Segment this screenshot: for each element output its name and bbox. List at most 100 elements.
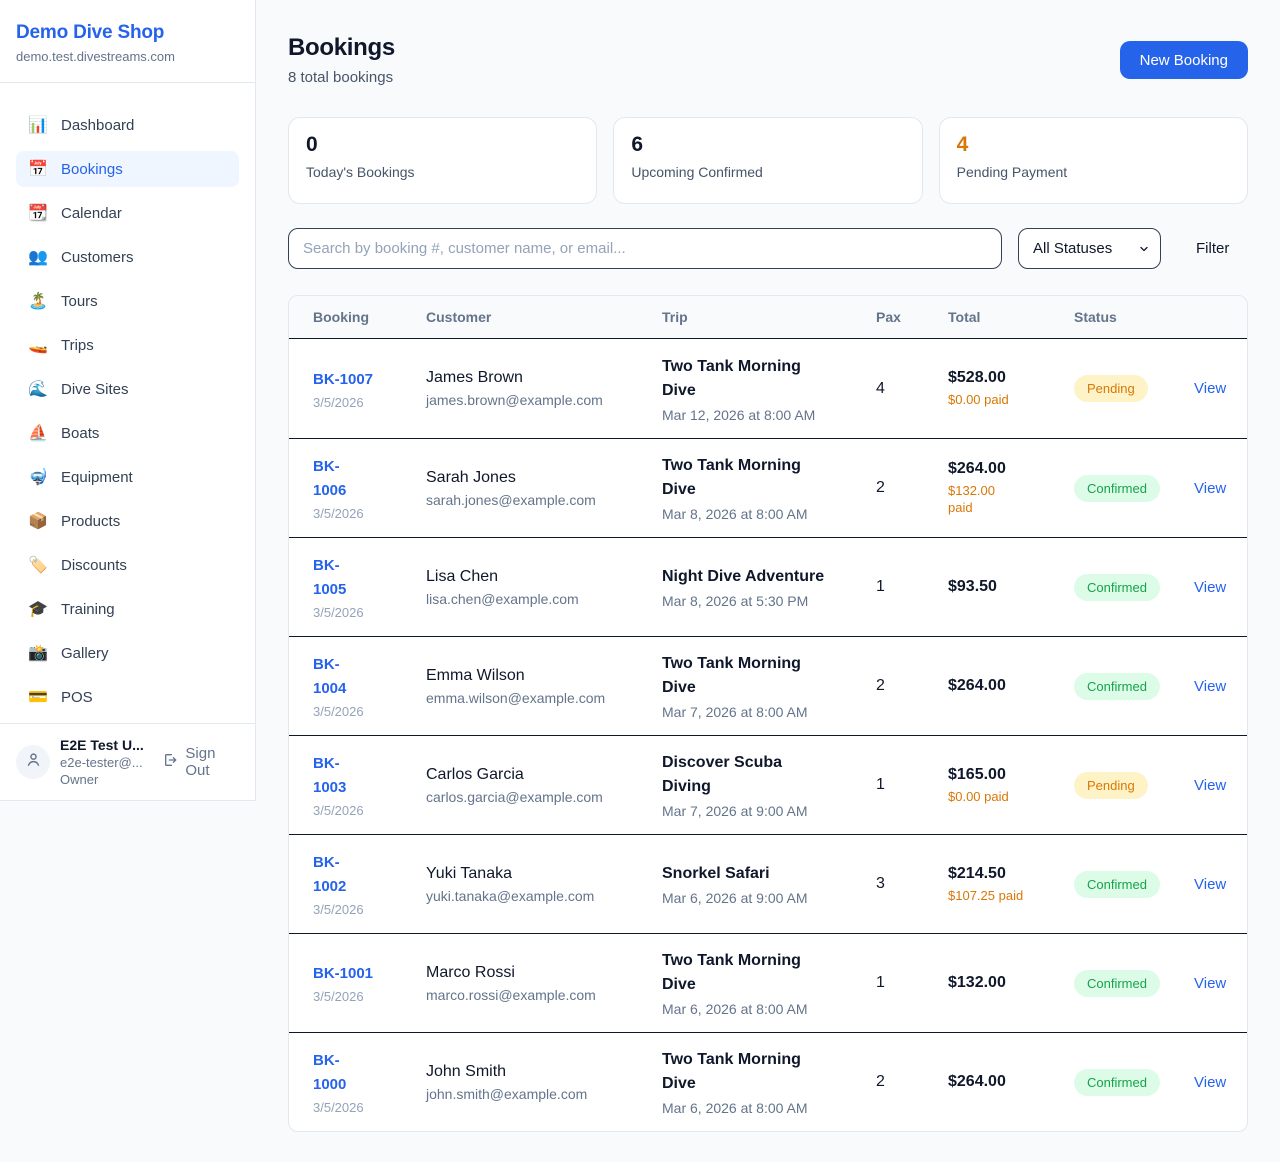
status-select[interactable]: All Statuses [1018,228,1161,269]
search-input[interactable] [288,228,1002,269]
sign-out-button[interactable]: Sign Out [162,745,239,779]
customer-name: Emma Wilson [426,666,525,684]
calendar-icon: 📆 [28,205,48,222]
trip-name: Two Tank Morning Dive [662,1051,801,1092]
sidebar-item-label: Gallery [61,644,109,662]
products-icon: 📦 [28,513,48,530]
stat-value: 4 [956,133,969,156]
column-header-total: Total [948,309,981,325]
booking-link[interactable]: BK- 1006 [313,458,347,499]
view-link[interactable]: View [1194,974,1227,992]
sidebar-nav: 📊 Dashboard 📅 Bookings 📆 Calendar 👥 Cust… [0,83,255,723]
person-icon [25,751,42,773]
sidebar-item-label: POS [61,688,93,706]
stat-value: 0 [306,133,318,156]
booking-date: 3/5/2026 [313,506,364,521]
booking-link[interactable]: BK-1001 [313,965,374,982]
sidebar: Demo Dive Shop demo.test.divestreams.com… [0,0,256,801]
customer-name: Lisa Chen [426,567,499,585]
column-header-booking: Booking [313,309,369,325]
view-link[interactable]: View [1194,479,1227,497]
view-link[interactable]: View [1194,380,1227,397]
sidebar-item-customers[interactable]: 👥 Customers [16,239,239,275]
total-amount: $264.00 [948,460,1006,477]
booking-link[interactable]: BK- 1003 [313,755,347,796]
view-link[interactable]: View [1194,875,1227,893]
trip-name: Night Dive Adventure [662,568,825,585]
user-name: E2E Test U... [60,737,144,753]
table-row: BK-1007 3/5/2026 James Brown james.brown… [289,339,1247,438]
sidebar-item-products[interactable]: 📦 Products [16,503,239,539]
booking-date: 3/5/2026 [313,605,364,620]
sidebar-item-label: Trips [61,336,94,354]
trip-name: Two Tank Morning Dive [662,952,801,993]
sidebar-item-label: Dashboard [61,116,135,134]
booking-link[interactable]: BK- 1004 [313,656,347,697]
total-amount: $214.50 [948,864,1006,882]
sidebar-item-label: Customers [61,248,134,266]
sidebar-item-label: Equipment [61,468,133,486]
sidebar-item-gallery[interactable]: 📸 Gallery [16,635,239,671]
pax-value: 2 [876,479,885,496]
boats-icon: ⛵ [28,425,48,442]
column-header-customer: Customer [426,309,492,325]
sidebar-item-discounts[interactable]: 🏷️ Discounts [16,547,239,583]
booking-date: 3/5/2026 [313,902,364,917]
view-link[interactable]: View [1194,578,1227,596]
customer-name: Marco Rossi [426,963,515,981]
stat-label: Today's Bookings [306,164,415,180]
dashboard-icon: 📊 [28,117,48,134]
tours-icon: 🏝️ [28,293,48,310]
sidebar-item-bookings[interactable]: 📅 Bookings [16,151,239,187]
pax-value: 3 [876,875,885,892]
booking-link[interactable]: BK- 1002 [313,854,347,895]
trip-name: Two Tank Morning Dive [662,357,801,399]
sidebar-item-calendar[interactable]: 📆 Calendar [16,195,239,231]
customer-email: james.brown@example.com [426,392,603,408]
pax-value: 2 [876,1073,885,1090]
user-section: E2E Test U... e2e-tester@... Owner Sign … [0,723,255,800]
sidebar-item-tours[interactable]: 🏝️ Tours [16,283,239,319]
sidebar-item-label: Discounts [61,556,127,574]
status-badge: Confirmed [1074,969,1160,997]
trip-datetime: Mar 6, 2026 at 9:00 AM [662,890,808,906]
customer-email: sarah.jones@example.com [426,491,596,508]
status-badge: Confirmed [1074,870,1160,898]
status-badge: Pending [1074,375,1148,402]
bookings-icon: 📅 [28,161,48,178]
trip-datetime: Mar 12, 2026 at 8:00 AM [662,406,816,423]
column-header-status: Status [1074,309,1117,325]
view-link[interactable]: View [1194,1073,1227,1091]
pax-value: 1 [876,974,885,991]
sign-out-label: Sign Out [185,745,216,779]
sidebar-item-trips[interactable]: 🚤 Trips [16,327,239,363]
sidebar-item-dive-sites[interactable]: 🌊 Dive Sites [16,371,239,407]
new-booking-button[interactable]: New Booking [1119,41,1248,79]
sidebar-item-boats[interactable]: ⛵ Boats [16,415,239,451]
trip-name: Discover Scuba Diving [662,754,783,795]
pax-value: 2 [876,677,885,694]
sidebar-item-pos[interactable]: 💳 POS [16,679,239,715]
status-badge: Pending [1074,771,1148,799]
customer-email: john.smith@example.com [426,1085,588,1102]
sidebar-item-equipment[interactable]: 🤿 Equipment [16,459,239,495]
column-header-trip: Trip [662,309,688,325]
table-row: BK- 1005 3/5/2026 Lisa Chen lisa.chen@ex… [289,537,1247,636]
filter-button[interactable]: Filter [1196,240,1230,257]
view-link[interactable]: View [1194,776,1227,794]
sidebar-item-training[interactable]: 🎓 Training [16,591,239,627]
booking-link[interactable]: BK-1007 [313,370,374,388]
table-body: BK-1007 3/5/2026 James Brown james.brown… [289,339,1247,1131]
customer-name: James Brown [426,369,523,386]
sidebar-item-dashboard[interactable]: 📊 Dashboard [16,107,239,143]
discounts-icon: 🏷️ [28,557,48,574]
stat-card: 4 Pending Payment [938,117,1248,204]
booking-link[interactable]: BK- 1000 [313,1052,347,1093]
stats-row: 0 Today's Bookings 6 Upcoming Confirmed … [288,117,1248,204]
customer-email: yuki.tanaka@example.com [426,887,595,904]
view-link[interactable]: View [1194,677,1227,695]
trips-icon: 🚤 [28,337,48,354]
booking-link[interactable]: BK- 1005 [313,557,347,598]
pax-value: 4 [876,379,885,397]
gallery-icon: 📸 [28,645,48,662]
